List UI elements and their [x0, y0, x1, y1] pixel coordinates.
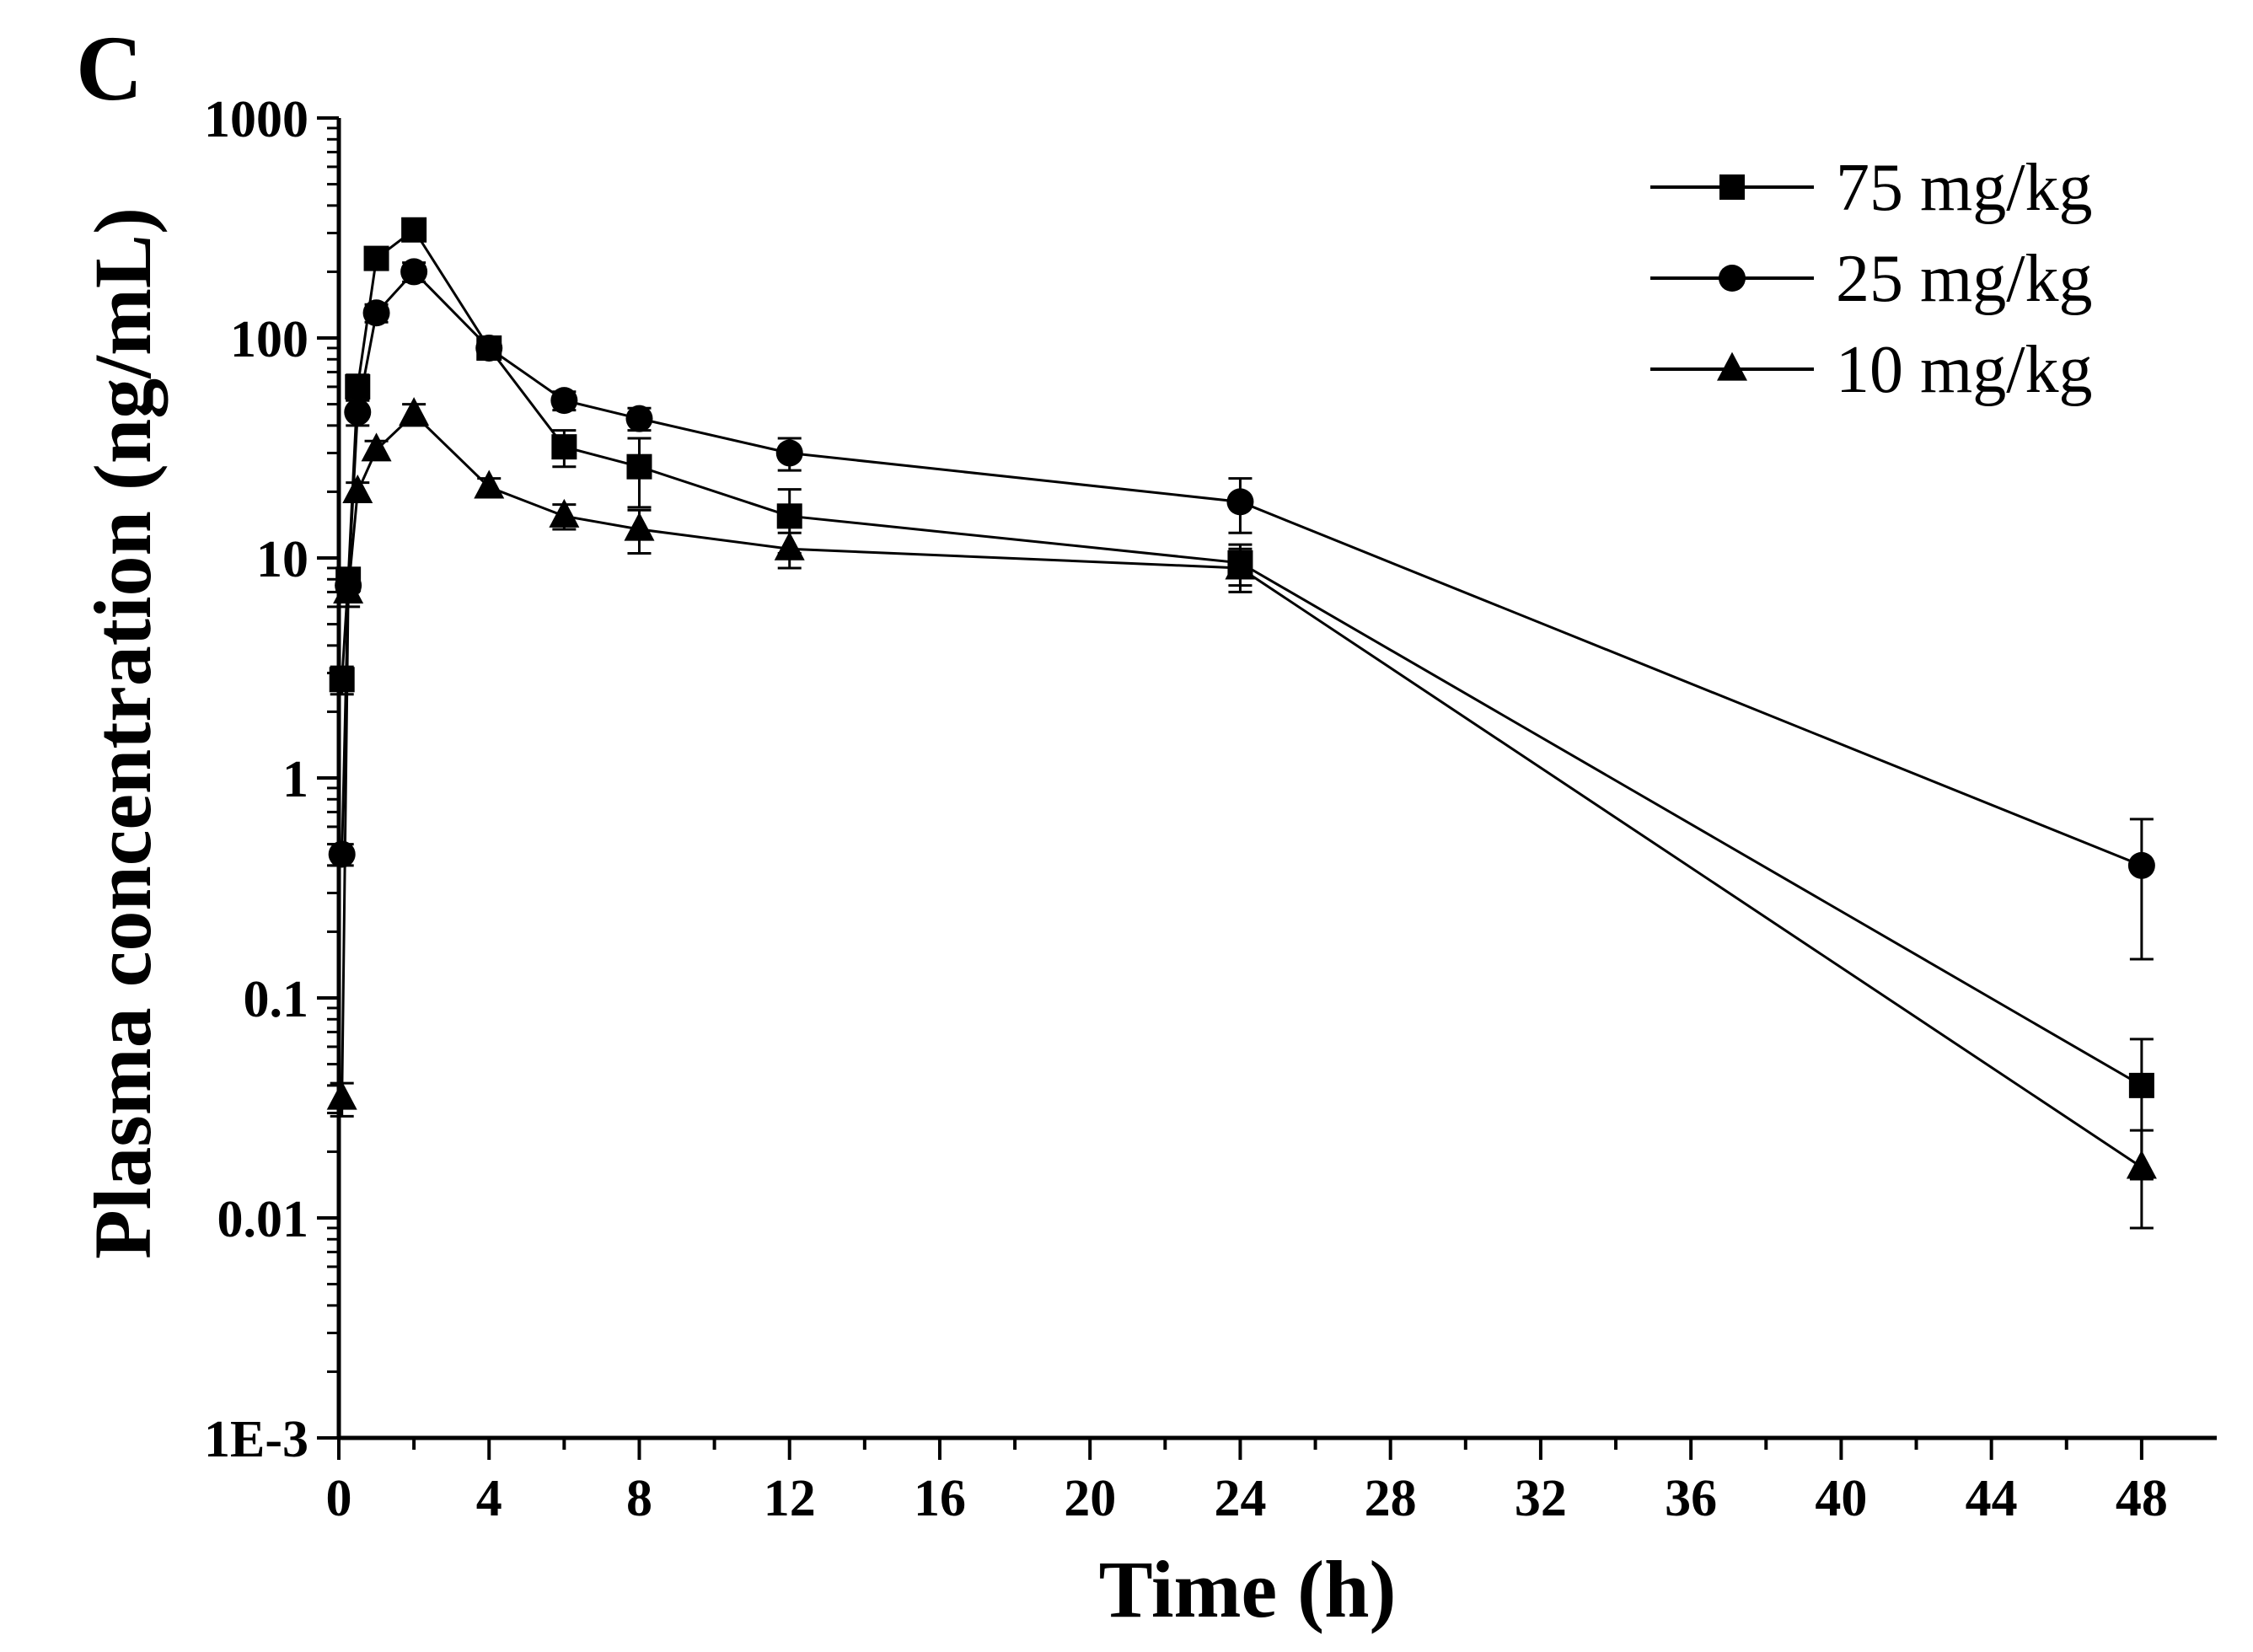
y-tick-label: 1E-3	[204, 1411, 308, 1468]
data-point	[774, 531, 805, 560]
legend-item: 10 mg/kg	[1650, 333, 2092, 407]
y-tick-label: 0.01	[217, 1191, 309, 1248]
x-tick-label: 32	[1515, 1470, 1567, 1527]
x-tick-label: 0	[326, 1470, 352, 1527]
data-point	[400, 258, 428, 286]
data-point	[342, 475, 373, 504]
series-triangle	[326, 397, 2157, 1230]
data-point	[326, 1081, 357, 1110]
x-tick-label: 4	[476, 1470, 502, 1527]
legend-label: 10 mg/kg	[1836, 333, 2092, 407]
data-point	[362, 299, 390, 327]
data-point	[1226, 488, 1254, 516]
legend: 75 mg/kg 25 mg/kg 10 mg/kg	[1650, 151, 2092, 407]
data-point	[550, 387, 578, 415]
data-point	[399, 397, 430, 426]
y-tick-label: 100	[230, 311, 308, 368]
data-point	[474, 469, 505, 499]
data-point	[475, 334, 503, 362]
data-point	[626, 453, 652, 480]
data-point	[345, 373, 371, 400]
data-point	[2127, 851, 2155, 879]
data-point	[776, 503, 802, 529]
y-tick-label: 1	[282, 751, 308, 808]
y-tick-label: 1000	[204, 91, 308, 148]
x-tick-label: 40	[1815, 1470, 1867, 1527]
legend-item: 75 mg/kg	[1650, 151, 2092, 225]
data-point	[401, 217, 427, 243]
data-point	[344, 399, 372, 426]
legend-label: 25 mg/kg	[1836, 242, 2092, 316]
series-layer	[326, 217, 2157, 1230]
data-point	[361, 432, 392, 462]
data-point	[2128, 1072, 2154, 1098]
data-point	[624, 512, 655, 541]
x-tick-label: 44	[1966, 1470, 2018, 1527]
x-tick-label: 8	[626, 1470, 652, 1527]
data-point	[775, 439, 803, 467]
data-point	[1225, 550, 1256, 580]
x-tick-label: 24	[1214, 1470, 1266, 1527]
x-tick-label: 20	[1064, 1470, 1116, 1527]
data-point	[329, 667, 355, 693]
x-tick-label: 12	[764, 1470, 816, 1527]
data-point	[363, 245, 389, 271]
panel-label: C	[76, 17, 142, 120]
legend-marker	[1719, 265, 1746, 292]
x-tick-label: 48	[2116, 1470, 2168, 1527]
legend-label: 75 mg/kg	[1836, 151, 2092, 225]
data-point	[328, 840, 356, 868]
legend-item: 25 mg/kg	[1650, 242, 2092, 316]
data-point	[2126, 1150, 2157, 1179]
x-axis-title: Time (h)	[1099, 1544, 1397, 1634]
axes: 0 4 8 12 16 20 24 28 32 36 40 44 481E-30.010.1110100…	[204, 91, 2217, 1527]
data-point	[625, 405, 653, 432]
y-tick-label: 10	[256, 531, 308, 588]
x-tick-label: 36	[1665, 1470, 1717, 1527]
data-point	[333, 575, 364, 604]
y-axis-title: Plasma concentration (ng/mL)	[78, 207, 168, 1259]
legend-marker	[1719, 174, 1745, 200]
y-tick-label: 0.1	[244, 971, 309, 1028]
data-point	[551, 434, 577, 460]
x-tick-label: 16	[914, 1470, 966, 1527]
x-tick-label: 28	[1365, 1470, 1417, 1527]
legend-marker	[1717, 351, 1747, 381]
data-point	[549, 498, 580, 528]
